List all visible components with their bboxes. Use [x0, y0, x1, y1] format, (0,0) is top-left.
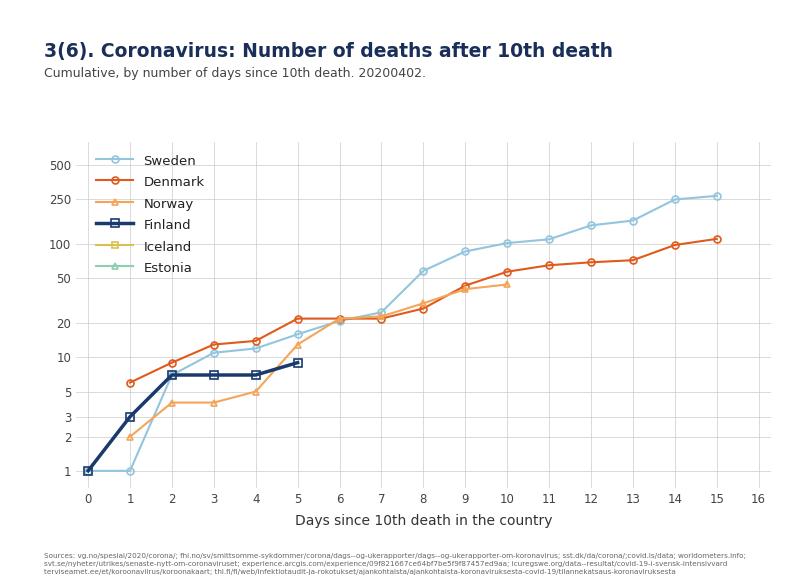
Finland — [251, 372, 261, 379]
Finland — [126, 413, 135, 420]
Sweden — [418, 268, 428, 275]
Denmark — [126, 379, 135, 386]
Text: 3(6). Coronavirus: Number of deaths after 10th death: 3(6). Coronavirus: Number of deaths afte… — [44, 42, 613, 61]
Sweden — [126, 468, 135, 475]
Sweden — [502, 240, 512, 247]
Text: Sources: vg.no/spesial/2020/corona/; fhi.no/sv/smittsomme-sykdommer/corona/dags-: Sources: vg.no/spesial/2020/corona/; fhi… — [44, 553, 746, 575]
Norway — [460, 286, 470, 292]
Denmark — [670, 242, 680, 249]
Sweden — [545, 236, 554, 243]
Norway — [209, 399, 219, 406]
Sweden — [209, 349, 219, 356]
Finland — [209, 372, 219, 379]
Norway — [418, 300, 428, 307]
Denmark — [586, 259, 595, 266]
Denmark — [293, 315, 302, 322]
Sweden — [712, 192, 721, 199]
Finland — [167, 372, 176, 379]
Norway — [251, 388, 261, 395]
Sweden — [460, 248, 470, 255]
Finland — [83, 468, 93, 475]
Denmark — [418, 305, 428, 312]
Sweden — [167, 372, 176, 379]
Denmark — [545, 262, 554, 269]
Line: Finland: Finland — [84, 358, 302, 475]
Legend: Sweden, Denmark, Norway, Finland, Iceland, Estonia: Sweden, Denmark, Norway, Finland, Icelan… — [96, 153, 204, 275]
Line: Denmark: Denmark — [126, 235, 720, 386]
X-axis label: Days since 10th death in the country: Days since 10th death in the country — [295, 514, 552, 528]
Sweden — [670, 196, 680, 203]
Denmark — [712, 235, 721, 242]
Denmark — [628, 257, 638, 264]
Sweden — [628, 217, 638, 224]
Sweden — [377, 309, 386, 316]
Denmark — [209, 341, 219, 348]
Norway — [293, 341, 302, 348]
Denmark — [377, 315, 386, 322]
Denmark — [502, 268, 512, 275]
Norway — [377, 313, 386, 320]
Denmark — [460, 282, 470, 289]
Sweden — [293, 331, 302, 338]
Denmark — [251, 338, 261, 344]
Sweden — [586, 222, 595, 229]
Sweden — [335, 317, 344, 324]
Denmark — [335, 315, 344, 322]
Norway — [335, 315, 344, 322]
Norway — [167, 399, 176, 406]
Text: Cumulative, by number of days since 10th death. 20200402.: Cumulative, by number of days since 10th… — [44, 67, 426, 80]
Norway — [126, 434, 135, 440]
Line: Sweden: Sweden — [84, 192, 720, 475]
Norway — [502, 281, 512, 288]
Sweden — [83, 468, 93, 475]
Line: Norway: Norway — [126, 281, 510, 440]
Sweden — [251, 345, 261, 352]
Finland — [293, 359, 302, 366]
Denmark — [167, 359, 176, 366]
